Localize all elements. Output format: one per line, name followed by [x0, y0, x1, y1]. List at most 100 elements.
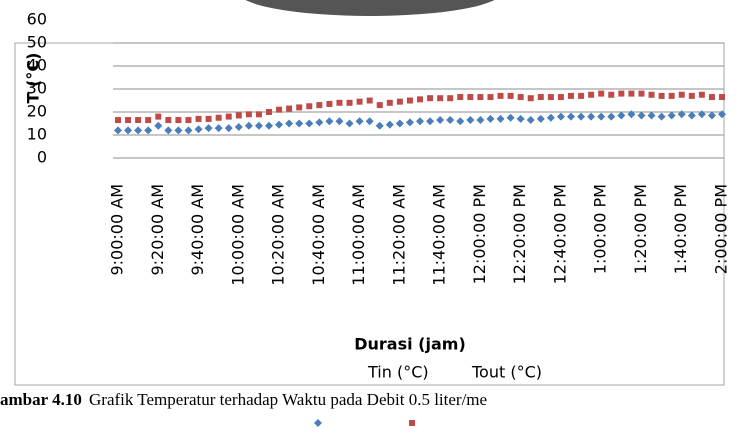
legend-label: Tin (°C) — [367, 363, 429, 382]
data-point — [669, 93, 675, 99]
data-point — [557, 113, 565, 121]
legend-swatch — [314, 419, 322, 427]
data-point — [325, 117, 333, 125]
caption-label: ambar 4.10 — [0, 390, 82, 409]
data-point — [528, 95, 534, 101]
data-point — [275, 121, 283, 129]
data-point — [236, 112, 242, 118]
x-tick-label: 11:40:00 AM — [430, 184, 449, 286]
data-point — [356, 117, 364, 125]
data-point — [276, 107, 282, 113]
data-point — [144, 126, 152, 134]
data-point — [174, 126, 182, 134]
caption-text: Grafik Temperatur terhadap Waktu pada De… — [89, 390, 487, 409]
data-point — [164, 126, 172, 134]
data-point — [246, 111, 252, 117]
data-point — [668, 111, 676, 119]
data-point — [708, 111, 716, 119]
data-point — [206, 116, 212, 122]
data-point — [476, 116, 484, 124]
x-tick-label: 11:20:00 AM — [389, 184, 408, 286]
x-tick-label: 12:20:00 PM — [510, 184, 529, 284]
x-tick-label: 12:00:00 PM — [470, 184, 489, 284]
data-point — [547, 114, 555, 122]
data-point — [709, 94, 715, 100]
data-point — [598, 91, 604, 97]
data-point — [699, 92, 705, 98]
data-point — [386, 121, 394, 129]
x-tick-label: 9:00:00 AM — [108, 184, 127, 276]
x-tick-label: 1:40:00 PM — [671, 184, 690, 274]
data-point — [266, 109, 272, 115]
data-point — [649, 92, 655, 98]
data-point — [568, 93, 574, 99]
data-point — [628, 91, 634, 97]
data-point — [679, 92, 685, 98]
data-point — [255, 122, 263, 130]
data-point — [165, 117, 171, 123]
data-point — [638, 91, 644, 97]
data-point — [689, 93, 695, 99]
data-point — [124, 126, 132, 134]
data-point — [134, 126, 142, 134]
data-point — [558, 94, 564, 100]
data-point — [285, 120, 293, 128]
data-point — [315, 118, 323, 126]
y-tick-label: 20 — [27, 102, 47, 121]
data-point — [357, 99, 363, 105]
x-tick-label: 2:00:00 PM — [712, 184, 731, 274]
data-point — [184, 126, 192, 134]
data-point — [497, 115, 505, 123]
data-point — [447, 95, 453, 101]
data-point — [659, 93, 665, 99]
data-point — [507, 114, 515, 122]
data-point — [377, 102, 383, 108]
data-point — [426, 117, 434, 125]
data-point — [125, 117, 131, 123]
data-point — [648, 111, 656, 119]
data-point — [567, 113, 575, 121]
data-point — [397, 99, 403, 105]
data-point — [508, 93, 514, 99]
data-point — [115, 117, 121, 123]
data-point — [145, 117, 151, 123]
data-point — [467, 94, 473, 100]
data-point — [466, 116, 474, 124]
data-point — [407, 98, 413, 104]
data-point — [719, 94, 725, 100]
data-point — [195, 125, 203, 133]
data-point — [245, 122, 253, 130]
x-tick-label: 9:40:00 AM — [188, 184, 207, 276]
data-point — [618, 91, 624, 97]
data-point — [306, 103, 312, 109]
page: {"chart_data": {"type": "scatter", "y_ax… — [0, 0, 747, 434]
data-point — [155, 114, 161, 120]
data-point — [416, 117, 424, 125]
data-point — [578, 93, 584, 99]
data-point — [436, 116, 444, 124]
data-point — [446, 116, 454, 124]
data-point — [376, 122, 384, 130]
data-point — [548, 94, 554, 100]
data-point — [658, 113, 666, 121]
x-tick-label: 1:20:00 PM — [631, 184, 650, 274]
decoration — [238, 0, 502, 16]
data-point — [367, 98, 373, 104]
data-point — [487, 94, 493, 100]
data-point — [417, 96, 423, 102]
x-tick-label: 1:00:00 PM — [591, 184, 610, 274]
data-point — [335, 117, 343, 125]
data-point — [326, 101, 332, 107]
data-point — [498, 93, 504, 99]
x-axis-title: Durasi (jam) — [354, 335, 466, 354]
data-point — [366, 117, 374, 125]
data-point — [406, 118, 414, 126]
data-point — [527, 116, 535, 124]
data-point — [215, 124, 223, 132]
y-tick-label: 50 — [27, 33, 47, 52]
chart: T (°C) Durasi (jam) ambar 4.10 Grafik Te… — [0, 0, 747, 434]
data-point — [577, 113, 585, 121]
data-point — [305, 120, 313, 128]
y-tick-label: 10 — [27, 125, 47, 144]
data-point — [296, 104, 302, 110]
